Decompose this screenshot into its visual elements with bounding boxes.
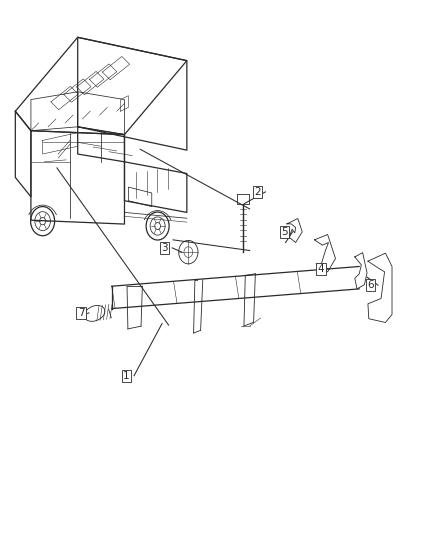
- Text: 5: 5: [281, 227, 288, 237]
- Text: 1: 1: [123, 371, 130, 381]
- Text: 3: 3: [161, 243, 168, 253]
- Text: 7: 7: [78, 308, 85, 318]
- Text: 2: 2: [254, 187, 261, 197]
- Text: 4: 4: [318, 264, 325, 274]
- Text: 6: 6: [367, 280, 374, 290]
